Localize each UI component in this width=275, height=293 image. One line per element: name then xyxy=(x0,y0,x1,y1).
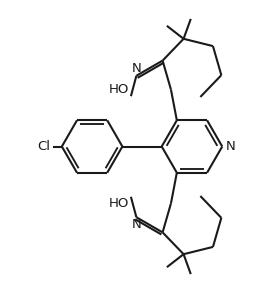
Text: HO: HO xyxy=(109,83,130,96)
Text: N: N xyxy=(131,62,141,75)
Text: N: N xyxy=(225,140,235,153)
Text: N: N xyxy=(131,218,141,231)
Text: Cl: Cl xyxy=(38,140,51,153)
Text: HO: HO xyxy=(109,197,130,210)
